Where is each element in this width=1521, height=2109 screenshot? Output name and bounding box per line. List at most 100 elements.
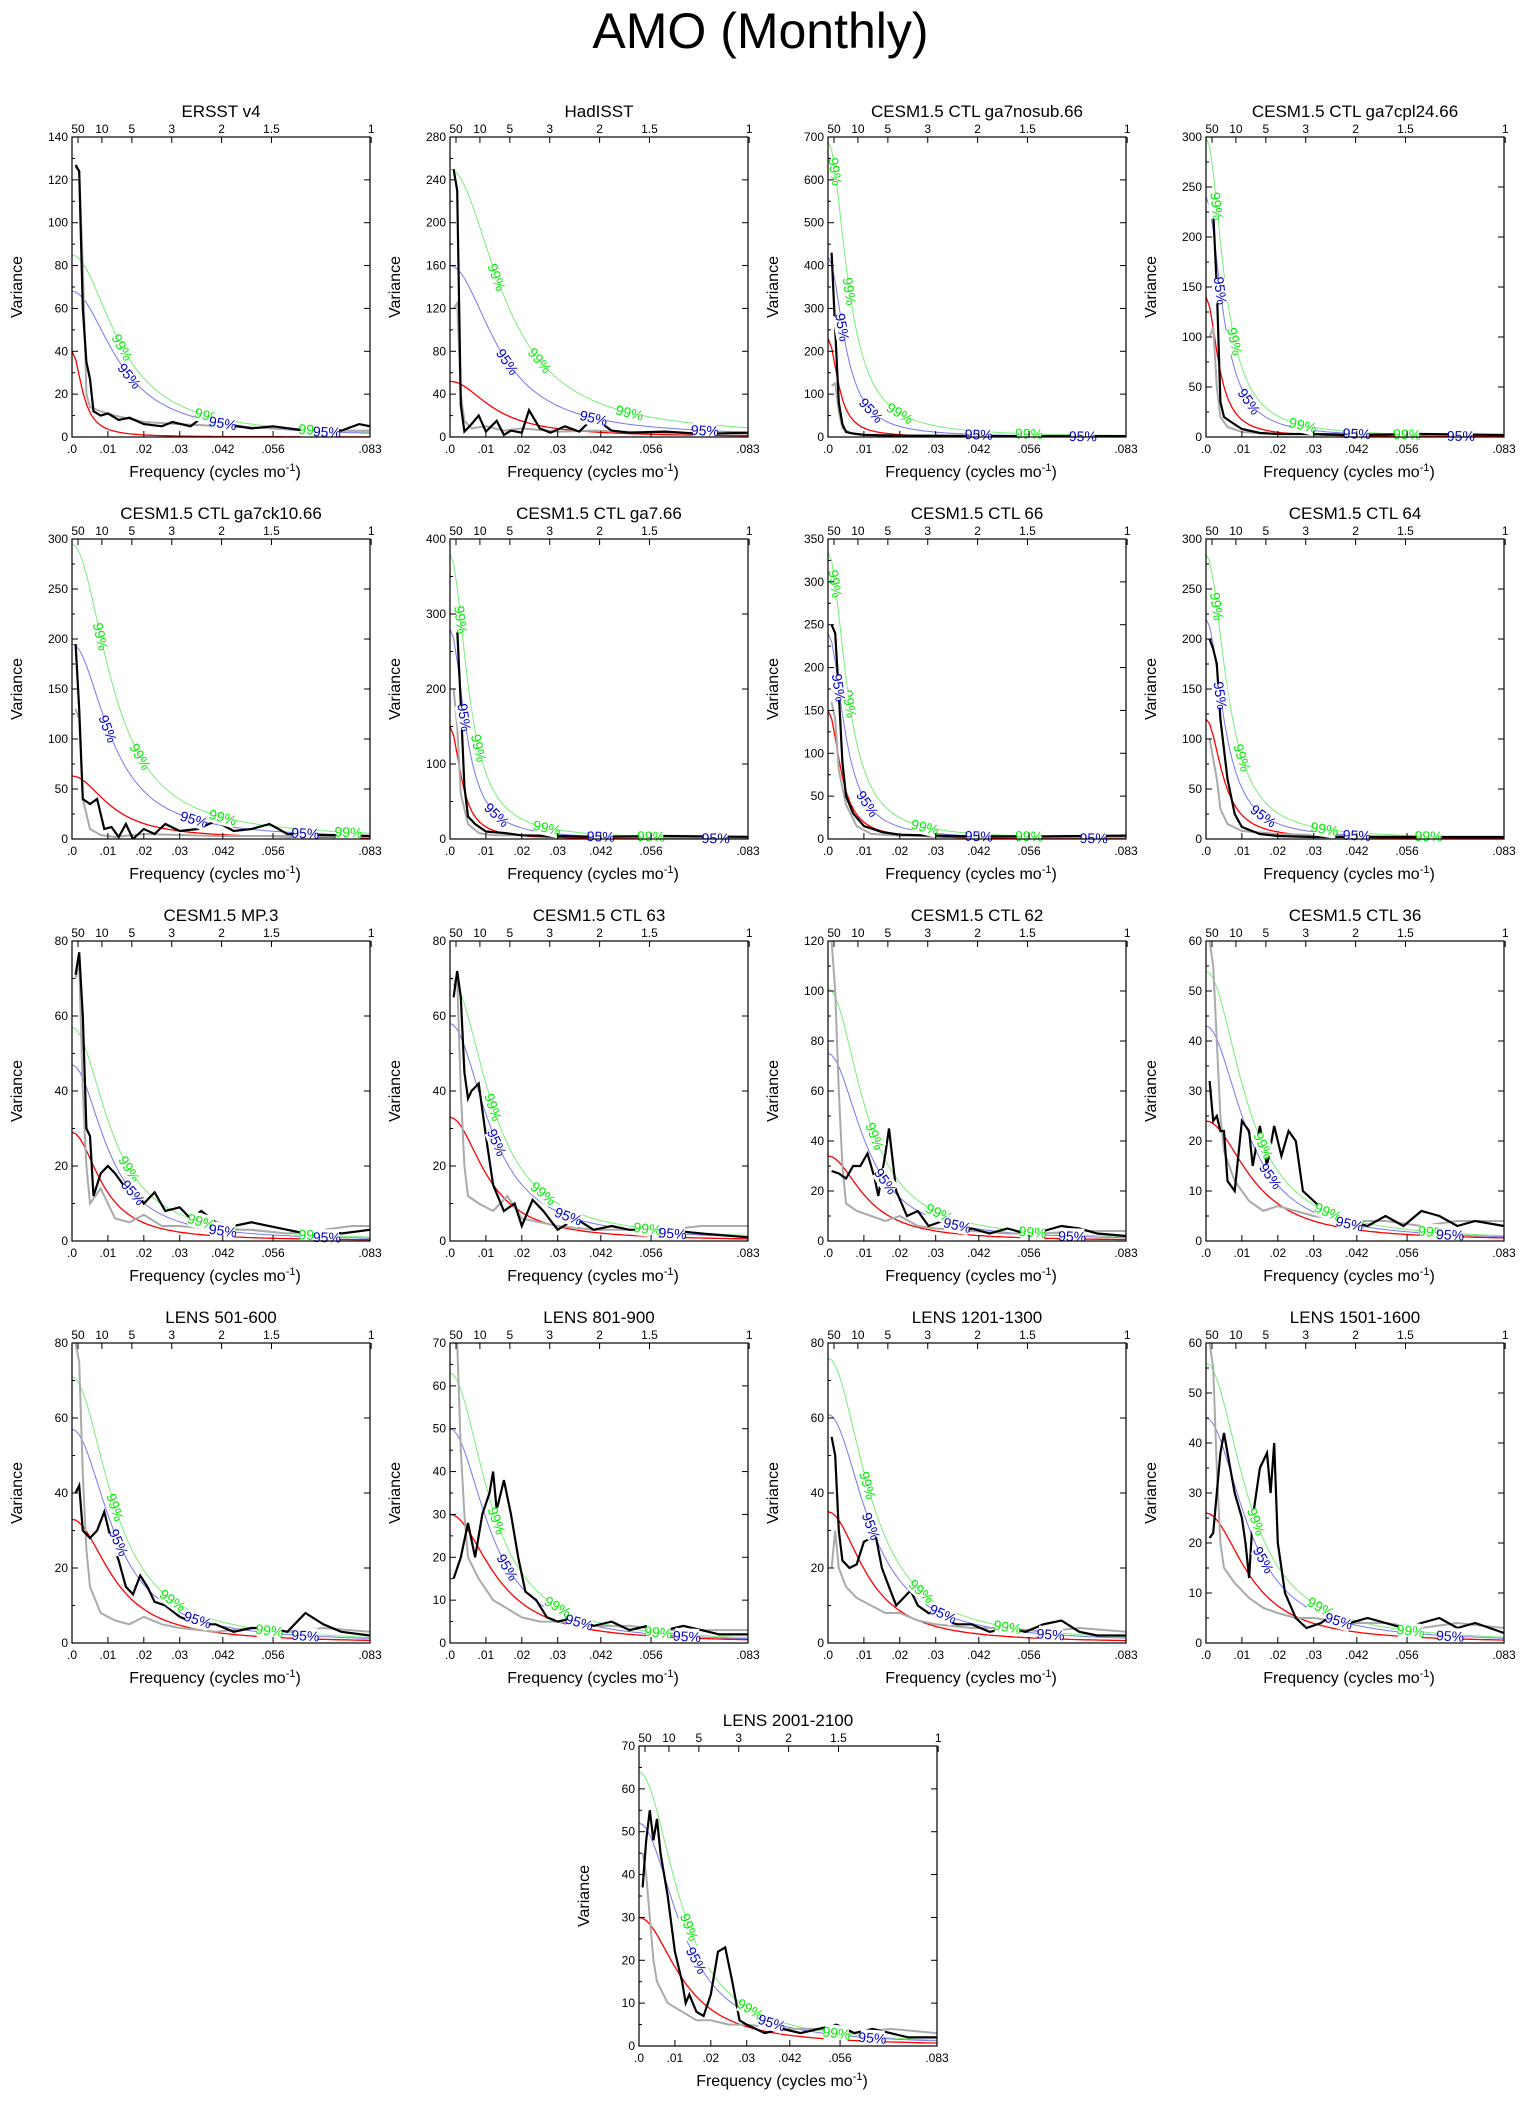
x-tick-label: .083 <box>736 1246 760 1260</box>
top-tick-label: 1.5 <box>1019 524 1036 538</box>
y-tick-label: 0 <box>628 2039 635 2053</box>
y-tick-label: 20 <box>55 387 69 401</box>
panel-title: LENS 2001-2100 <box>723 1711 853 1730</box>
top-tick-label: 50 <box>71 524 85 538</box>
panel-ga7-66: CESM1.5 CTL ga7.66 99% 99% 99% 99% 95% 95% 95% 9… <box>378 497 760 902</box>
conf-95-label: 95% <box>95 713 120 745</box>
x-tick-label: .056 <box>1017 442 1041 456</box>
conf-99-label: 99% <box>884 399 916 427</box>
y-tick-label: 200 <box>804 661 824 675</box>
top-tick-label: 10 <box>95 524 109 538</box>
conf-95-label-bg <box>554 1204 583 1228</box>
y-tick-label: 60 <box>1189 934 1203 948</box>
top-tick-label: 1.5 <box>1019 122 1036 136</box>
y-tick-label: 60 <box>622 1782 636 1796</box>
x-axis-label-close: ) <box>295 1670 300 1687</box>
top-tick-label: 3 <box>924 524 931 538</box>
x-axis-label: Frequency (cycles mo-1) <box>129 1668 301 1687</box>
top-tick-label: 50 <box>71 1328 85 1342</box>
top-tick-label: 3 <box>1302 1328 1309 1342</box>
x-tick-label: .03 <box>549 1246 566 1260</box>
conf-95-label: 95% <box>454 702 474 732</box>
conf-99-label: 99% <box>207 806 238 829</box>
conf-99-label: 99% <box>825 569 845 599</box>
conf-95-label-bg <box>872 1166 899 1196</box>
conf-95-label: 95% <box>942 1214 973 1236</box>
y-tick-label: 500 <box>804 216 824 230</box>
top-tick-label: 1 <box>368 1328 375 1342</box>
conf-95-label-bg <box>119 1178 147 1207</box>
y-tick-label: 250 <box>1182 582 1202 596</box>
panel-ga7cpl24-66: CESM1.5 CTL ga7cpl24.66 99% 99% 99% 99% 95% 95… <box>1134 95 1516 500</box>
top-tick-label: 1 <box>1502 1328 1509 1342</box>
panel-title: CESM1.5 CTL 36 <box>1289 906 1422 925</box>
x-axis-label: Frequency (cycles mo-1) <box>885 1266 1057 1285</box>
conf-99-label-bg <box>1289 414 1317 436</box>
top-tick-label: 5 <box>1263 122 1270 136</box>
x-axis-label-close: ) <box>1051 866 1056 883</box>
top-tick-label: 1 <box>1502 122 1509 136</box>
plot-area <box>828 941 1126 1241</box>
red-noise-line <box>1206 718 1504 839</box>
x-tick-label: .083 <box>736 1648 760 1662</box>
conf-99-line <box>450 1372 748 1639</box>
y-tick-label: 120 <box>48 173 68 187</box>
y-tick-label: 40 <box>811 1486 825 1500</box>
y-tick-label: 30 <box>1189 1084 1203 1098</box>
top-tick-label: 50 <box>638 1731 652 1745</box>
top-tick-label: 50 <box>449 122 463 136</box>
top-tick-label: 10 <box>851 122 865 136</box>
alt-spectrum-line <box>1208 941 1504 1228</box>
x-tick-label: .02 <box>135 844 152 858</box>
x-axis-label: Frequency (cycles mo-1) <box>1263 1668 1435 1687</box>
y-tick-label: 0 <box>817 430 824 444</box>
top-tick-label: 10 <box>473 926 487 940</box>
y-tick-label: 150 <box>804 703 824 717</box>
y-tick-label: 0 <box>61 1636 68 1650</box>
y-tick-label: 50 <box>1189 984 1203 998</box>
conf-95-label: 95% <box>106 1526 132 1558</box>
conf-95-label: 95% <box>481 799 512 830</box>
x-axis-label: Frequency (cycles mo-1) <box>507 462 679 481</box>
conf-95-label: 95% <box>658 1224 687 1242</box>
panel-ga7ck10-66: CESM1.5 CTL ga7ck10.66 99% 99% 99% 99% 95% 95%… <box>0 497 382 902</box>
top-tick-label: 5 <box>507 1328 514 1342</box>
y-tick-label: 60 <box>55 1411 69 1425</box>
x-tick-label: .02 <box>1269 844 1286 858</box>
conf-95-label-bg <box>115 361 144 391</box>
x-axis-label-text: Frequency (cycles mo <box>507 1670 664 1687</box>
x-axis-label-sup: -1 <box>1420 864 1430 876</box>
x-axis-label-text: Frequency (cycles mo <box>1263 464 1420 481</box>
conf-99-label-bg <box>823 2023 850 2043</box>
conf-95-label-bg <box>857 396 886 425</box>
x-axis-label-sup: -1 <box>286 864 296 876</box>
x-axis-label-text: Frequency (cycles mo <box>1263 1670 1420 1687</box>
y-axis-label: Variance <box>9 1462 26 1524</box>
x-tick-label: .0 <box>823 1648 833 1662</box>
y-tick-label: 80 <box>811 1336 825 1350</box>
y-tick-label: 300 <box>48 532 68 546</box>
y-tick-label: 20 <box>433 1159 447 1173</box>
x-tick-label: .056 <box>261 1246 285 1260</box>
conf-99-line <box>828 988 1126 1238</box>
conf-95-label-bg <box>1081 829 1106 847</box>
conf-99-line <box>1206 1362 1504 1638</box>
conf-99-label-bg <box>1224 327 1246 355</box>
top-tick-label: 5 <box>696 1731 703 1745</box>
y-tick-label: 400 <box>804 259 824 273</box>
top-tick-label: 10 <box>1229 524 1243 538</box>
x-tick-label: .02 <box>513 1648 530 1662</box>
y-tick-label: 100 <box>804 984 824 998</box>
x-tick-label: .02 <box>513 442 530 456</box>
x-axis-label-text: Frequency (cycles mo <box>507 1268 664 1285</box>
x-tick-label: .083 <box>358 1246 382 1260</box>
y-tick-label: 20 <box>811 1184 825 1198</box>
conf-95-label-bg <box>1210 277 1230 304</box>
conf-95-label-bg <box>1249 802 1278 830</box>
y-tick-label: 350 <box>804 532 824 546</box>
conf-99-label-bg <box>615 402 644 424</box>
conf-99-label-bg <box>1306 1594 1336 1620</box>
x-tick-label: .0 <box>67 844 77 858</box>
conf-95-label: 95% <box>291 825 320 842</box>
y-tick-label: 60 <box>55 301 69 315</box>
